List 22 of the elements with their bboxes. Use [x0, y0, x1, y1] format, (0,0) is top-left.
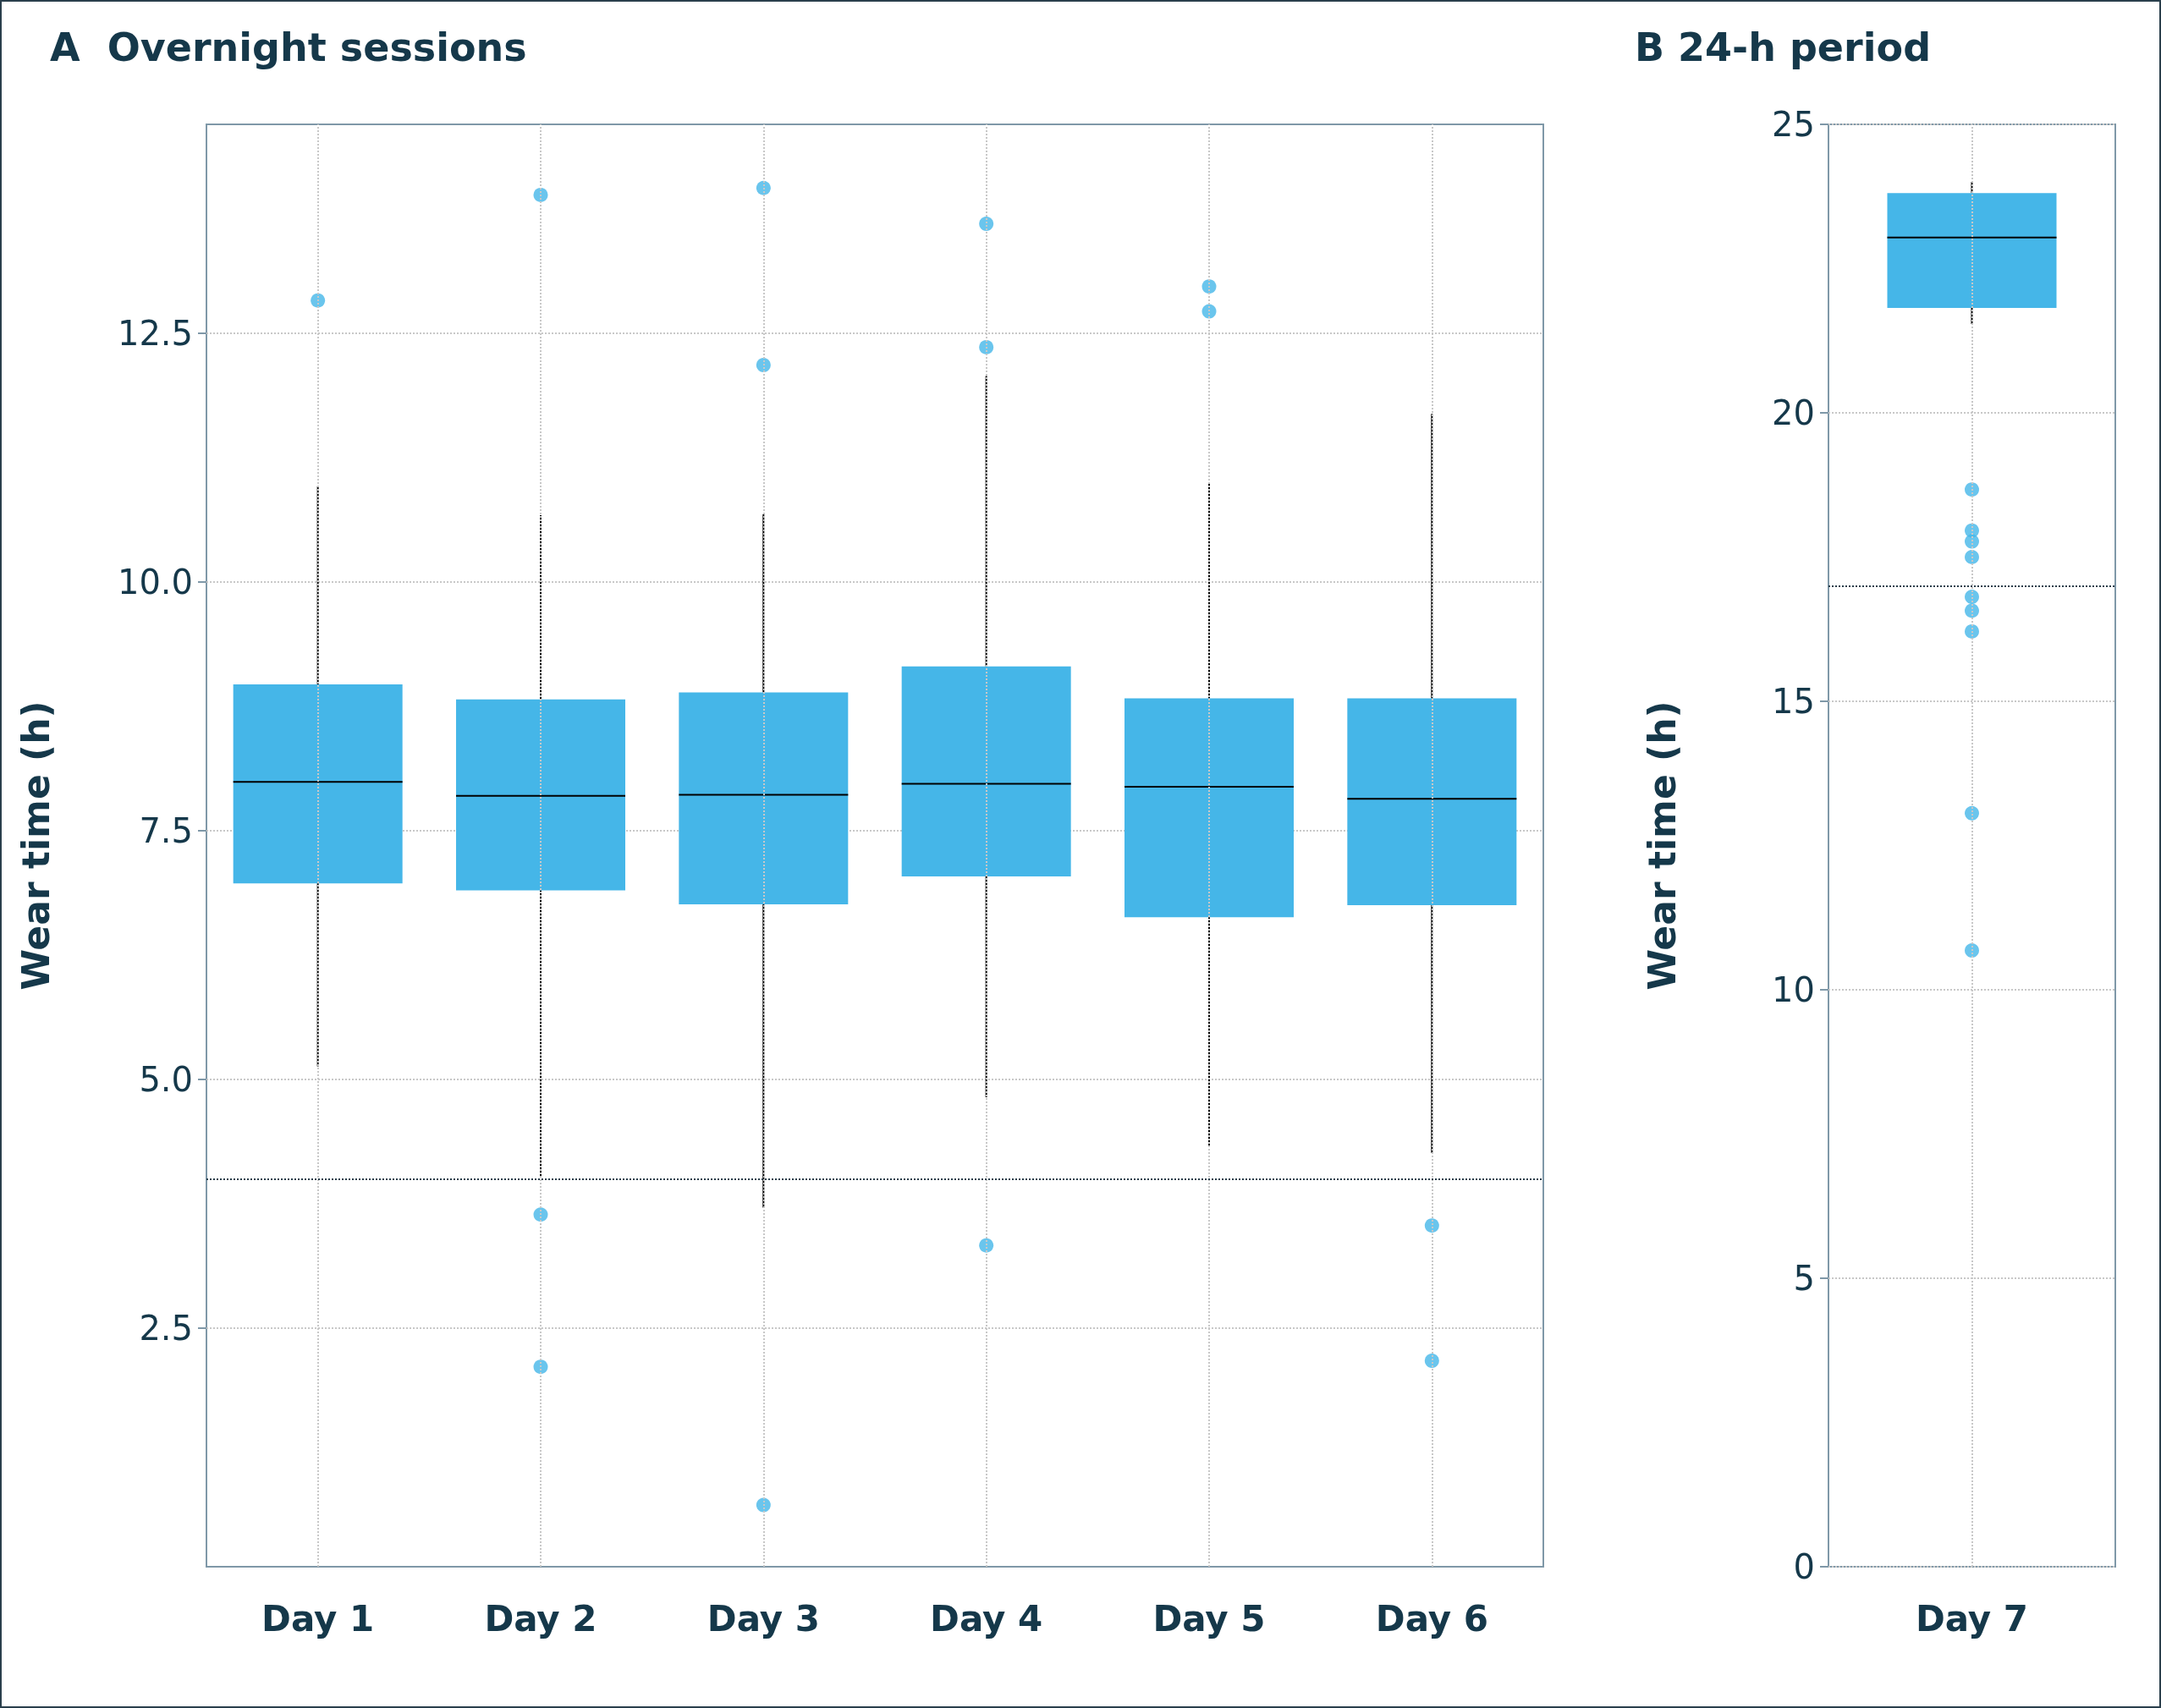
y-tick-label: 5	[1793, 1259, 1815, 1298]
y-tick-label: 10.0	[117, 562, 193, 601]
y-axis-title: Wear time (h)	[14, 700, 58, 991]
y-tick-label: 25	[1772, 105, 1815, 144]
y-axis-title: Wear time (h)	[1640, 700, 1684, 991]
chart-title: A Overnight sessions	[50, 25, 527, 70]
x-tick-label: Day 4	[930, 1597, 1043, 1639]
y-tick-label: 20	[1772, 393, 1815, 432]
x-tick-label: Day 1	[261, 1597, 375, 1639]
x-tick-label: Day 2	[484, 1597, 597, 1639]
chart-title: B 24-h period	[1635, 25, 1932, 70]
y-tick-label: 5.0	[139, 1059, 193, 1099]
x-tick-label: Day 3	[707, 1597, 820, 1639]
x-tick-label: Day 5	[1152, 1597, 1266, 1639]
x-tick-label: Day 6	[1375, 1597, 1488, 1639]
x-tick-label: Day 7	[1915, 1597, 2029, 1639]
y-tick-label: 12.5	[117, 313, 193, 353]
y-tick-label: 7.5	[139, 810, 193, 850]
y-tick-label: 15	[1772, 682, 1815, 721]
y-tick-label: 10	[1772, 970, 1815, 1009]
y-tick-label: 0	[1793, 1547, 1815, 1586]
y-tick-label: 2.5	[139, 1308, 193, 1348]
